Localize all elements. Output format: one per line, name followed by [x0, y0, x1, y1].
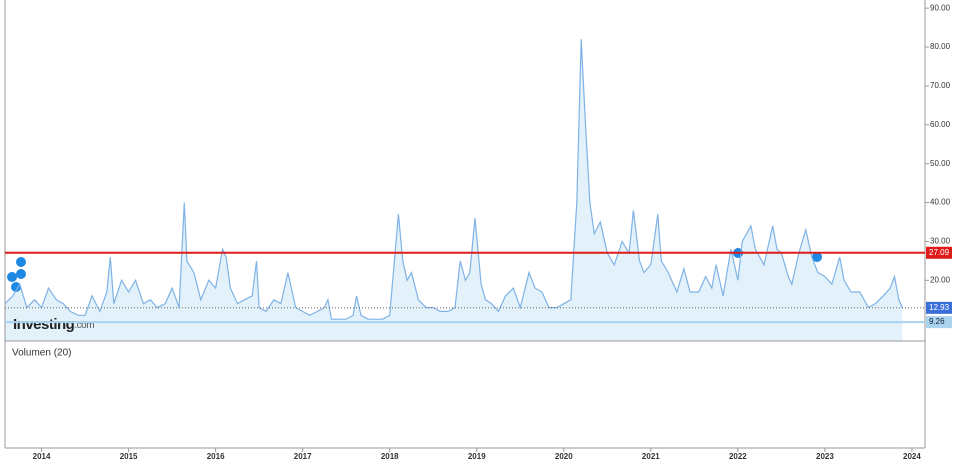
y-tick-label: 20.00: [930, 275, 951, 284]
y-tick-label: 50.00: [930, 159, 951, 168]
price-box: [926, 246, 952, 259]
x-tick-label: 2018: [381, 452, 399, 461]
x-tick-label: 2022: [729, 452, 747, 461]
x-tick-label: 2015: [120, 452, 138, 461]
x-tick-label: 2023: [816, 452, 834, 461]
price-label: 12.93: [929, 303, 950, 312]
x-tick-label: 2020: [555, 452, 573, 461]
x-tick-label: 2019: [468, 452, 486, 461]
logo: Investing.com: [13, 316, 94, 333]
y-tick-label: 70.00: [930, 81, 951, 90]
logo-suffix: .com: [74, 320, 94, 331]
y-tick-label: 90.00: [930, 3, 951, 12]
price-label: 9.26: [929, 317, 945, 326]
price-box: [926, 316, 952, 329]
x-tick-label: 2017: [294, 452, 312, 461]
y-tick-label: 80.00: [930, 42, 951, 51]
x-tick-label: 2021: [642, 452, 660, 461]
price-label: 27.09: [929, 248, 950, 257]
area: [5, 39, 903, 342]
x-tick-label: 2014: [33, 452, 51, 461]
logo-brand: Investing: [13, 316, 75, 333]
price-box: [926, 301, 952, 314]
y-tick-label: 60.00: [930, 120, 951, 129]
x-tick-label: 2024: [903, 452, 921, 461]
x-tick-label: 2016: [207, 452, 225, 461]
volume-label: Volumen (20): [12, 348, 71, 359]
y-tick-label: 40.00: [930, 198, 951, 207]
y-tick-label: 30.00: [930, 237, 951, 246]
line: [4, 39, 903, 320]
